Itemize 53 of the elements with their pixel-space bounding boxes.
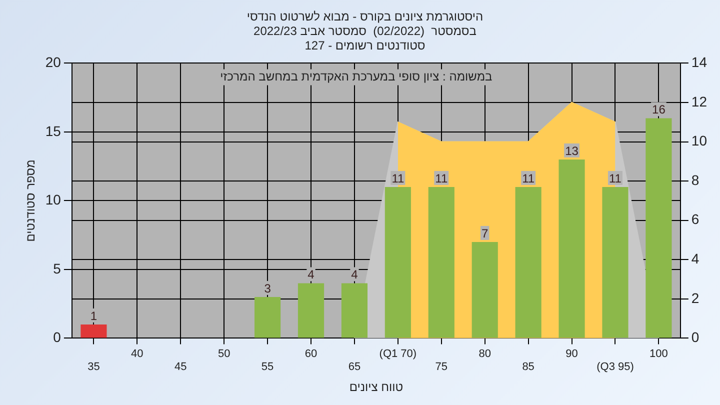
- bar: [646, 118, 672, 338]
- bar: [341, 283, 368, 338]
- x-tick-label: 90: [566, 348, 578, 360]
- x-tick-label: 35: [88, 361, 100, 374]
- data-label: 13: [565, 144, 579, 158]
- bar: [80, 324, 107, 338]
- data-label: 7: [482, 226, 489, 240]
- bar: [515, 186, 542, 338]
- data-label: 11: [435, 171, 448, 186]
- x-tick-label: 75: [435, 361, 448, 374]
- bar: [254, 296, 281, 338]
- bar: [384, 186, 411, 338]
- data-label: 3: [264, 281, 272, 296]
- y-tick-label: 20: [45, 54, 62, 70]
- data-label: 11: [392, 171, 404, 186]
- x-tick-label: 45: [174, 361, 187, 374]
- annotation: במשומה : ציון סופי במערכת האקדמית במחשב המרכזי: [220, 70, 492, 84]
- y-tick-label: 15: [45, 122, 62, 139]
- bar: [558, 159, 585, 338]
- x-tick-label: 55: [261, 361, 274, 374]
- bar: [472, 242, 498, 338]
- y-axis-title: מספר סטודנטים: [24, 160, 38, 242]
- bar: [298, 283, 324, 338]
- y2-tick-label: 8: [691, 172, 700, 188]
- data-label: 16: [652, 102, 666, 117]
- x-tick-label: 40: [131, 348, 144, 360]
- data-label: 4: [351, 268, 358, 282]
- data-label: 11: [522, 171, 535, 186]
- y-tick-label: 5: [53, 260, 62, 276]
- x-tick-label: 85: [522, 361, 534, 374]
- y2-tick-label: 4: [691, 250, 700, 266]
- bar: [602, 186, 628, 338]
- x-tick-label: 50: [218, 348, 230, 360]
- chart-title: היסטוגרמת ציונים בקורס - מבוא לשרטוט הנדסי בסמסטר (02/2022) סמסטר אביב 2022/23 סטודנטים רשומים - 127: [246, 10, 484, 52]
- bar: [428, 186, 454, 338]
- y2-tick-label: 12: [691, 93, 708, 110]
- x-tick-label: 80: [478, 348, 491, 360]
- y2-tick-label: 2: [691, 290, 700, 306]
- y2-tick-label: 6: [691, 211, 700, 228]
- x-axis-title: טווח ציונים: [349, 380, 404, 394]
- x-tick-label: (Q3 95): [596, 361, 634, 374]
- data-label: 4: [308, 268, 315, 282]
- y-tick-label: 10: [45, 192, 62, 208]
- x-tick-label: 65: [348, 361, 361, 374]
- y2-tick-label: 14: [691, 54, 708, 70]
- y2-tick-label: 10: [691, 132, 708, 149]
- y-tick-label: 0: [53, 329, 62, 346]
- x-tick-label: 60: [304, 348, 318, 360]
- data-label: 1: [90, 308, 98, 323]
- x-tick-label: 100: [650, 348, 668, 360]
- y2-tick-label: 0: [691, 329, 700, 346]
- data-label: 11: [609, 171, 622, 186]
- x-tick-label: (Q1 70): [379, 348, 417, 360]
